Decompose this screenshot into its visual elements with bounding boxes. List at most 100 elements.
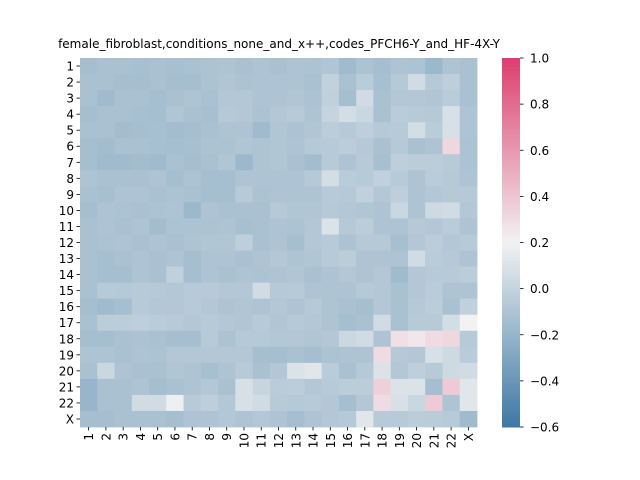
colorbar-segment — [502, 217, 520, 222]
heatmap-cell — [459, 298, 478, 316]
colorbar-segment — [502, 171, 520, 176]
heatmap-cell — [114, 218, 133, 235]
heatmap-cell — [200, 394, 219, 412]
heatmap-cell — [287, 282, 305, 300]
heatmap-cell — [373, 202, 392, 219]
heatmap-cell — [321, 74, 340, 91]
colorbar-segment — [502, 350, 520, 354]
colorbar-segment — [502, 122, 520, 127]
x-tick-label: 6 — [168, 433, 182, 441]
heatmap-cell — [442, 186, 461, 203]
heatmap-cell — [356, 74, 374, 91]
heatmap-cell — [183, 58, 202, 75]
y-tick-label: 18 — [59, 332, 74, 346]
heatmap-cell — [442, 234, 461, 251]
heatmap-cell — [131, 250, 150, 267]
heatmap-cell — [114, 186, 133, 203]
heatmap-cell — [425, 186, 443, 203]
heatmap-cell — [166, 234, 184, 251]
heatmap-cell — [183, 362, 202, 380]
heatmap-cell — [390, 202, 409, 219]
x-tick-label: 2 — [99, 433, 113, 441]
heatmap-cell — [321, 378, 340, 396]
heatmap-cell — [114, 154, 133, 171]
heatmap-cell — [166, 90, 184, 107]
heatmap-cell — [114, 250, 133, 267]
heatmap-cell — [200, 170, 219, 187]
heatmap-cell — [183, 170, 202, 187]
heatmap-cell — [338, 394, 357, 412]
x-tick-label: 18 — [376, 433, 390, 448]
heatmap-cell — [218, 170, 236, 187]
y-tick-label: 21 — [59, 380, 74, 394]
heatmap-cell — [321, 90, 340, 107]
heatmap-cell — [200, 378, 219, 396]
x-tick-label: 7 — [186, 433, 200, 441]
heatmap-cell — [252, 346, 271, 364]
heatmap-cell — [338, 234, 357, 251]
colorbar-segment — [502, 70, 520, 74]
heatmap-cell — [269, 202, 288, 219]
heatmap-cell — [235, 410, 254, 428]
heatmap-cell — [80, 74, 98, 91]
heatmap-cell — [442, 90, 461, 107]
heatmap-cell — [218, 266, 236, 284]
heatmap-cell — [269, 122, 288, 139]
heatmap-cell — [114, 362, 133, 380]
colorbar-segment — [502, 383, 520, 388]
colorbar-segment — [502, 377, 520, 382]
heatmap-cell — [80, 186, 98, 203]
heatmap-cell — [269, 58, 288, 75]
heatmap-cell — [407, 378, 426, 396]
heatmap-cell — [407, 186, 426, 203]
heatmap-cell — [166, 378, 184, 396]
heatmap-cell — [80, 58, 98, 75]
heatmap-cell — [459, 250, 478, 267]
x-tick-label: 22 — [445, 433, 459, 448]
heatmap-cell — [218, 58, 236, 75]
colorbar-segment — [502, 190, 520, 194]
heatmap-cell — [459, 186, 478, 203]
colorbar-tick-label: 0.2 — [530, 236, 549, 250]
heatmap-cell — [269, 298, 288, 316]
colorbar-segment — [502, 359, 520, 363]
heatmap-cell — [442, 250, 461, 267]
heatmap-cell — [356, 122, 374, 139]
heatmap-cell — [114, 138, 133, 155]
colorbar-segment — [502, 276, 520, 280]
heatmap-cell — [442, 202, 461, 219]
heatmap-cell — [166, 330, 184, 348]
heatmap-cell — [425, 234, 443, 251]
heatmap-cell — [321, 154, 340, 171]
heatmap-cell — [149, 74, 167, 91]
heatmap-cell — [407, 154, 426, 171]
x-tick-label: 3 — [117, 433, 131, 441]
heatmap-cell — [97, 410, 115, 428]
heatmap-cell — [252, 74, 271, 91]
colorbar-segment — [502, 402, 520, 406]
heatmap-cell — [114, 58, 133, 75]
heatmap-cell — [338, 186, 357, 203]
heatmap-cell — [200, 266, 219, 284]
heatmap-cell — [235, 90, 254, 107]
heatmap-cell — [407, 410, 426, 428]
x-axis: 1 2 3 4 5 6 7 8 9 10 11 12 13 14 15 16 17 18 19 20 21 22 X — [82, 427, 476, 448]
colorbar-segment — [502, 328, 520, 333]
heatmap-cell — [338, 74, 357, 91]
y-tick-label: 9 — [66, 188, 74, 202]
heatmap-cell — [235, 330, 254, 348]
heatmap-cell — [149, 314, 167, 332]
heatmap-cell — [183, 378, 202, 396]
heatmap-cell — [459, 122, 478, 139]
heatmap-cell — [356, 250, 374, 267]
heatmap-cell — [131, 330, 150, 348]
heatmap-cell — [373, 250, 392, 267]
heatmap-cell — [425, 74, 443, 91]
heatmap-cell — [407, 314, 426, 332]
heatmap-cell — [321, 314, 340, 332]
heatmap-cell — [252, 234, 271, 251]
colorbar-segment — [502, 134, 520, 139]
colorbar-segment — [502, 390, 520, 394]
heatmap-cell — [287, 202, 305, 219]
heatmap-cell — [149, 138, 167, 155]
